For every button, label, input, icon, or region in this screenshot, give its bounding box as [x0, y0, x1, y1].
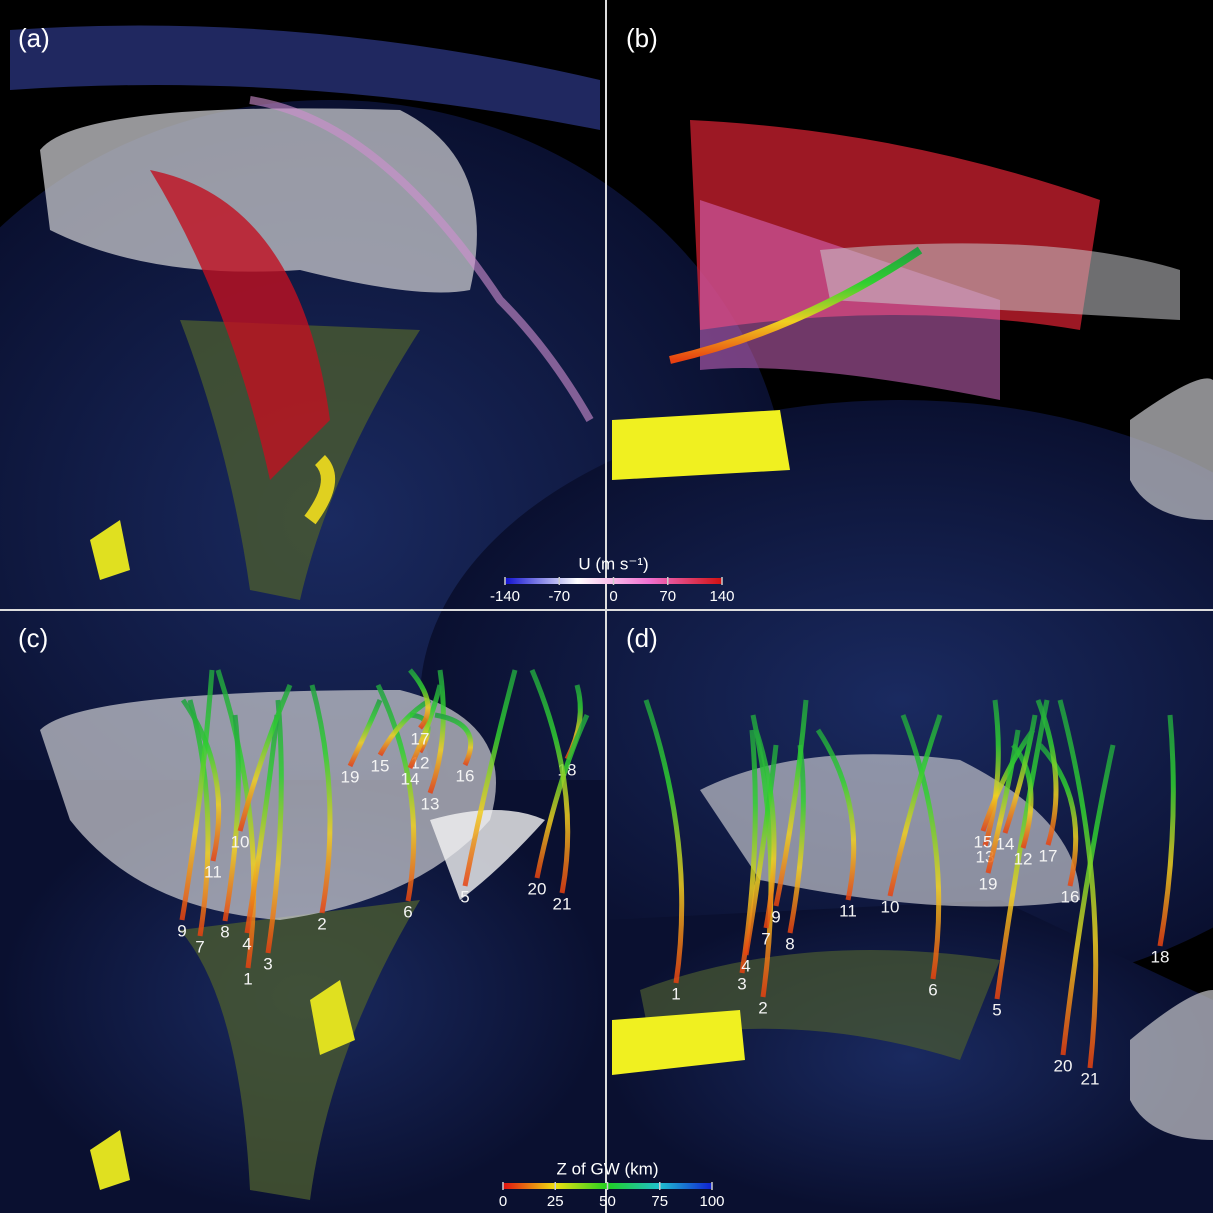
trajectory-label: 9	[771, 907, 780, 926]
trajectory	[900, 714, 942, 980]
trajectory-label: 20	[1054, 1056, 1073, 1075]
trajectory-label: 19	[979, 874, 998, 893]
trajectory-label: 18	[1151, 947, 1170, 966]
trajectory	[1038, 743, 1079, 887]
trajectory-label: 8	[785, 934, 794, 953]
trajectory	[408, 668, 431, 730]
trajectory	[237, 684, 293, 832]
trajectory-label: 16	[456, 766, 475, 785]
trajectory	[787, 744, 806, 934]
trajectory	[985, 729, 1021, 874]
trajectory-label: 6	[403, 902, 412, 921]
trajectory	[887, 714, 943, 897]
trajectory	[982, 699, 1001, 847]
trajectory-label: 20	[528, 879, 547, 898]
colorbar-tick-label: -140	[490, 588, 520, 605]
trajectory-label: 16	[1061, 887, 1080, 906]
colorbar-tick-label: 25	[547, 1193, 564, 1210]
trajectory-label: 3	[737, 974, 746, 993]
trajectory-label: 7	[195, 937, 204, 956]
colorbar-tick-label: 100	[699, 1193, 724, 1210]
trajectory	[753, 729, 777, 929]
trajectory-label: 4	[242, 934, 251, 953]
trajectory-label: 13	[421, 794, 440, 813]
trajectory	[179, 669, 215, 921]
trajectory	[534, 713, 590, 879]
trajectory-label: 17	[411, 729, 430, 748]
trajectory-label: 5	[460, 887, 469, 906]
trajectory-label: 21	[1081, 1069, 1100, 1088]
trajectory	[773, 699, 809, 907]
trajectory-label: 11	[839, 901, 857, 920]
trajectory-label: 2	[317, 914, 326, 933]
trajectory-label: 11	[204, 862, 222, 881]
panel-label: (a)	[18, 23, 50, 53]
trajectory-label: 10	[231, 832, 250, 851]
colorbar-tick-label: 0	[609, 588, 617, 605]
trajectory-label: 17	[1039, 846, 1058, 865]
trajectory-label: 19	[341, 767, 360, 786]
trajectory	[180, 698, 222, 862]
trajectory	[427, 669, 446, 794]
trajectory	[1002, 714, 1038, 834]
trajectory	[994, 699, 1050, 1000]
colorbar-title: U (m s⁻¹)	[578, 554, 648, 573]
trajectory-label: 1	[671, 984, 680, 1003]
trajectory	[407, 684, 443, 770]
trajectory-label: 3	[263, 954, 272, 973]
colorbar-tick-label: 0	[499, 1193, 507, 1210]
trajectory	[215, 669, 257, 969]
trajectory	[222, 714, 241, 922]
trajectory-label: 14	[401, 769, 420, 788]
colorbar-tick-label: 70	[659, 588, 676, 605]
trajectory-label: 1	[243, 969, 252, 988]
trajectory	[1035, 699, 1059, 846]
panel-d-scene	[606, 754, 1213, 1213]
trajectory-label: 4	[741, 956, 750, 975]
trajectory	[815, 728, 857, 901]
trajectory-label: 15	[974, 832, 993, 851]
trajectory-label: 7	[761, 929, 770, 948]
trajectory	[244, 714, 280, 934]
colorbar-tick-label: 50	[599, 1193, 616, 1210]
colorbar-tick-label: 75	[651, 1193, 668, 1210]
trajectory-label: 8	[220, 922, 229, 941]
trajectory-label: 5	[992, 1000, 1001, 1019]
trajectory	[1157, 714, 1176, 947]
trajectory	[980, 728, 1036, 832]
trajectory	[643, 699, 685, 984]
trajectory-label: 15	[371, 756, 390, 775]
panel-label: (d)	[626, 623, 658, 653]
trajectory	[434, 712, 474, 767]
trajectory	[377, 697, 432, 757]
trajectory	[347, 699, 383, 768]
trajectory	[265, 699, 284, 954]
panel-label: (b)	[626, 23, 658, 53]
trajectory	[1057, 699, 1099, 1069]
trajectory-label: 12	[1014, 849, 1033, 868]
panel-label: (c)	[18, 623, 48, 653]
colorbar-tick-label: -70	[548, 588, 570, 605]
colorbar-title: Z of GW (km)	[557, 1159, 659, 1178]
trajectory	[375, 683, 417, 902]
trajectory	[743, 744, 779, 956]
trajectory	[309, 684, 333, 914]
trajectory-label: 10	[881, 897, 900, 916]
trajectory	[462, 669, 518, 887]
trajectory	[1060, 744, 1116, 1056]
trajectory-label: 14	[996, 834, 1015, 853]
trajectory-label: 6	[928, 980, 937, 999]
colorbar-tick-label: 140	[709, 588, 734, 605]
trajectory-label: 21	[553, 894, 572, 913]
trajectory	[529, 669, 571, 894]
trajectory-label: 9	[177, 921, 186, 940]
trajectory-label: 2	[758, 998, 767, 1017]
